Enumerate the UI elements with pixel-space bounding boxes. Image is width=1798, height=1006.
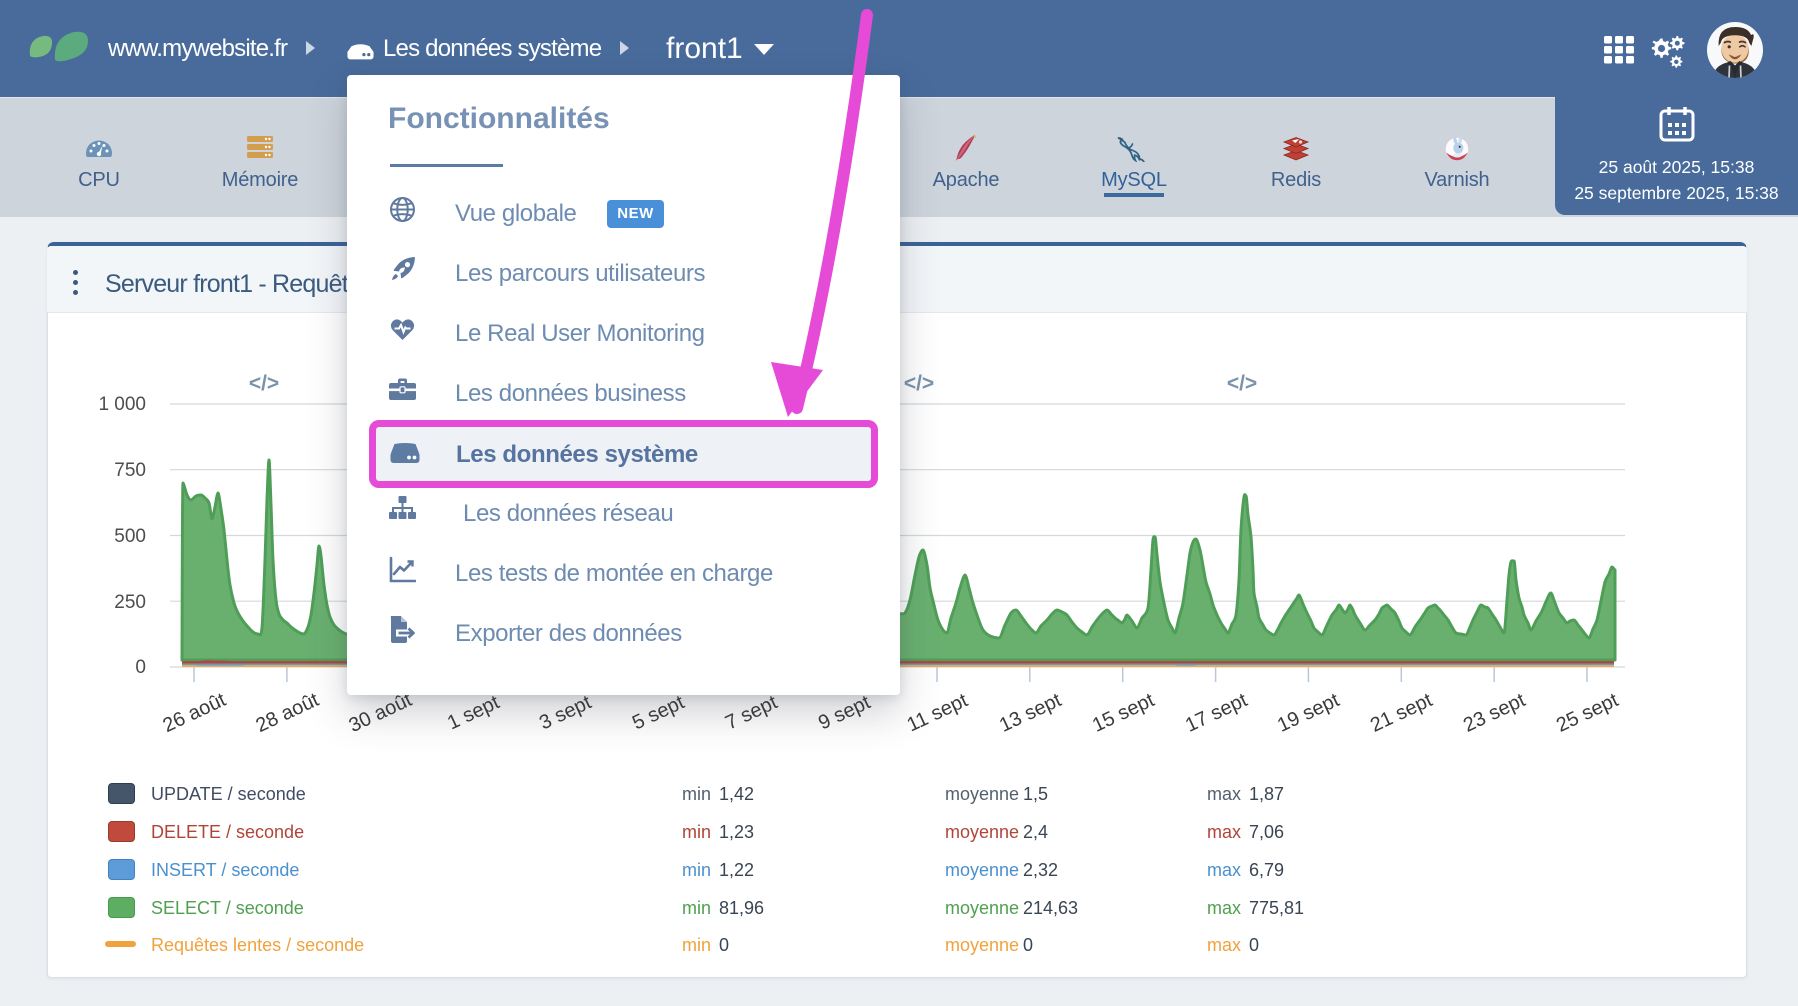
svg-text:1 sept: 1 sept [444, 691, 503, 734]
svg-text:500: 500 [114, 526, 146, 547]
svg-text:9 sept: 9 sept [815, 691, 874, 734]
svg-text:26 août: 26 août [160, 689, 230, 737]
svg-text:</>: </> [1227, 372, 1257, 395]
svg-text:25 sept: 25 sept [1553, 689, 1622, 737]
svg-text:</>: </> [904, 372, 934, 395]
svg-text:15 sept: 15 sept [1089, 689, 1158, 737]
svg-text:</>: </> [249, 372, 279, 395]
svg-text:23 sept: 23 sept [1460, 689, 1529, 737]
svg-text:7 sept: 7 sept [722, 691, 781, 734]
svg-text:21 sept: 21 sept [1367, 689, 1436, 737]
svg-text:30 août: 30 août [346, 689, 416, 737]
svg-text:19 sept: 19 sept [1274, 689, 1343, 737]
svg-text:0: 0 [135, 657, 146, 678]
svg-text:1 000: 1 000 [98, 394, 146, 415]
svg-text:17 sept: 17 sept [1182, 689, 1251, 737]
svg-text:250: 250 [114, 592, 146, 613]
svg-text:3 sept: 3 sept [536, 691, 595, 734]
svg-text:5 sept: 5 sept [629, 691, 688, 734]
svg-text:11 sept: 11 sept [904, 689, 972, 736]
svg-text:28 août: 28 août [253, 689, 323, 737]
svg-text:13 sept: 13 sept [996, 689, 1065, 737]
svg-text:750: 750 [114, 460, 146, 481]
